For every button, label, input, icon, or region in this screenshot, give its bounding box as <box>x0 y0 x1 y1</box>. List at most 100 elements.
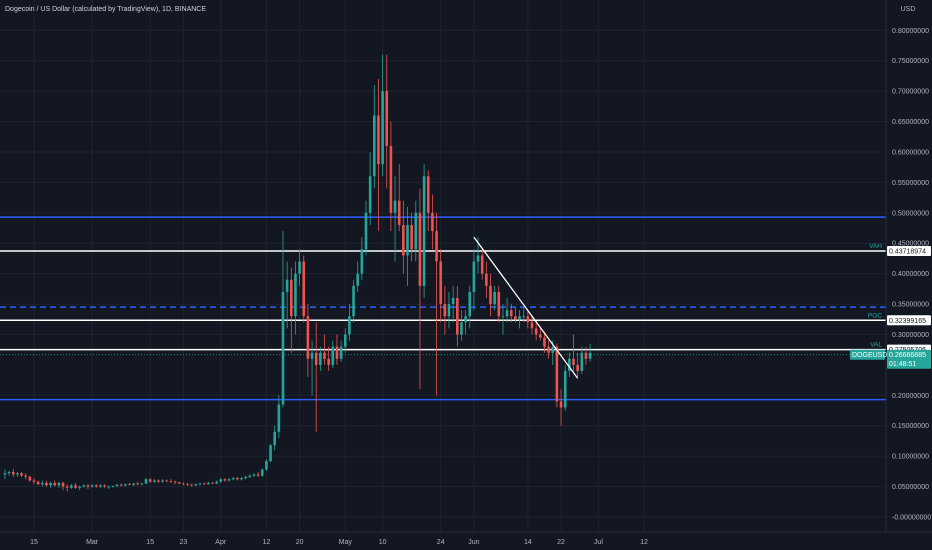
y-tick-label: 0.30000000 <box>892 332 929 339</box>
candle-body <box>28 476 32 481</box>
candle-body <box>20 473 23 476</box>
candle <box>244 475 247 480</box>
level-label: VAH <box>869 243 882 250</box>
candle-body <box>497 291 501 317</box>
candle-body <box>397 200 401 225</box>
candle-body <box>489 285 492 305</box>
x-tick-label: May <box>339 539 353 546</box>
candle <box>314 322 318 432</box>
candle <box>173 480 177 485</box>
candle <box>584 346 588 365</box>
candle <box>480 249 484 280</box>
candle-body <box>576 364 579 371</box>
y-tick-label: 0.60000000 <box>892 149 929 156</box>
candle <box>194 483 198 486</box>
candle-body <box>202 483 206 485</box>
candle <box>509 304 513 323</box>
candle-body <box>493 291 496 305</box>
candle-body <box>165 480 169 482</box>
candle-body <box>244 476 247 479</box>
candle <box>198 482 202 486</box>
candle-body <box>148 479 152 482</box>
candle-body <box>24 475 27 477</box>
candle-body <box>294 273 297 317</box>
candle <box>348 304 351 341</box>
candle-body <box>422 176 426 286</box>
candle-body <box>240 478 243 480</box>
candle <box>402 200 405 274</box>
candle-body <box>435 231 438 262</box>
candle <box>385 54 389 189</box>
candle <box>277 395 281 438</box>
candle <box>543 331 546 353</box>
candle <box>339 340 343 362</box>
candle <box>32 478 36 485</box>
candle-body <box>161 480 164 482</box>
candle <box>298 249 301 286</box>
candle-body <box>215 481 218 484</box>
candles[interactable] <box>3 54 592 492</box>
candle-body <box>480 255 484 274</box>
time-axis[interactable]: 15 Mar 15 23 Apr 12 20 May 10 24 Jun 14 22 Jul 12 <box>30 539 648 546</box>
candle <box>397 164 401 232</box>
candle-body <box>310 352 314 359</box>
candle <box>86 484 90 490</box>
candle-body <box>588 352 592 359</box>
candle <box>36 480 40 486</box>
candle <box>468 285 472 329</box>
candle-body <box>559 401 563 408</box>
candle <box>381 54 384 177</box>
candle <box>99 484 102 488</box>
candle-body <box>439 261 442 305</box>
candle-body <box>505 310 509 317</box>
candle-body <box>364 212 368 250</box>
chart-title: Dogecoin / US Dollar (calculated by Trad… <box>5 6 206 13</box>
candle <box>294 261 297 335</box>
symbol-badge <box>850 349 885 360</box>
candle-body <box>198 483 202 485</box>
candle-body <box>476 255 480 262</box>
candle <box>24 473 27 480</box>
candle-body <box>547 346 550 353</box>
y-tick-label: 0.05000000 <box>892 484 929 491</box>
grid <box>0 0 886 532</box>
candle <box>418 188 422 390</box>
candle <box>70 484 73 490</box>
candle <box>331 340 335 368</box>
candle <box>211 481 214 485</box>
candle <box>94 484 98 488</box>
candle-body <box>518 316 521 320</box>
candle <box>464 310 467 335</box>
y-tick-label: 0.80000000 <box>892 28 929 35</box>
candle <box>302 255 306 323</box>
candle <box>3 469 7 480</box>
currency-label[interactable]: USD <box>901 6 916 13</box>
candle-body <box>103 485 106 487</box>
candle-body <box>177 482 181 484</box>
candle <box>414 200 418 262</box>
x-tick-label: Jun <box>468 539 479 546</box>
candle <box>352 279 355 323</box>
candle <box>20 471 23 477</box>
candle-body <box>335 346 339 359</box>
candle <box>256 471 260 477</box>
candle-body <box>128 484 131 485</box>
candle <box>285 261 289 329</box>
candle <box>169 479 173 483</box>
price-axis[interactable]: 0.80000000 0.75000000 0.70000000 0.65000000… <box>892 28 931 522</box>
candle <box>231 476 235 481</box>
candle-body <box>555 346 559 402</box>
candle-body <box>368 176 372 213</box>
candle <box>431 194 434 250</box>
candle-body <box>402 224 405 256</box>
candle <box>128 482 131 486</box>
candle <box>57 481 61 488</box>
candle-body <box>447 304 451 317</box>
candle-body <box>514 316 517 320</box>
candle <box>260 468 264 477</box>
candle-body <box>107 486 110 488</box>
level-label: VAL <box>870 342 882 349</box>
candle <box>252 473 256 477</box>
candle-body <box>522 316 525 318</box>
